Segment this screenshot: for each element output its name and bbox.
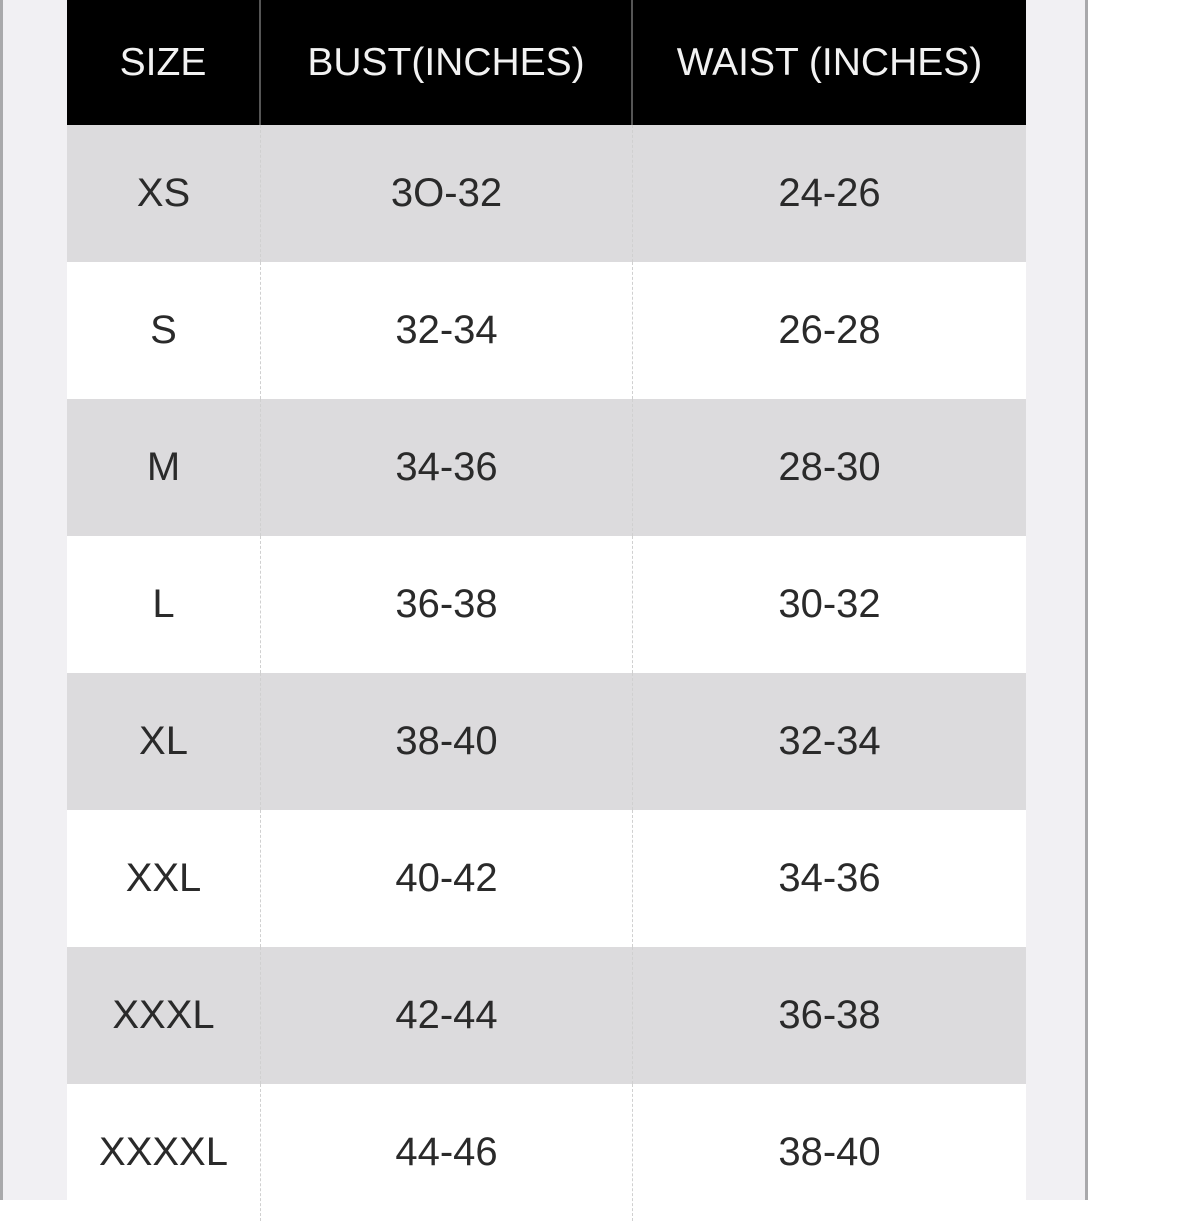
size-chart-table: SIZE BUST(INCHES) WAIST (INCHES) XS 3O-32… <box>67 0 1026 1221</box>
size-cell: M <box>67 399 261 536</box>
size-cell: XL <box>67 673 261 810</box>
table-row: XS 3O-32 24-26 <box>67 125 1026 262</box>
waist-cell: 28-30 <box>778 445 881 489</box>
bust-cell: 40-42 <box>261 810 633 947</box>
bust-cell: 38-40 <box>261 673 633 810</box>
waist-cell: 34-36 <box>778 856 881 900</box>
size-cell: XS <box>67 125 261 262</box>
waist-cell: 30-32 <box>778 582 881 626</box>
size-cell: XXL <box>67 810 261 947</box>
size-cell: L <box>67 536 261 673</box>
table-row: XXXL 42-44 36-38 <box>67 947 1026 1084</box>
header-waist: WAIST (INCHES) <box>676 40 983 84</box>
bust-cell: 34-36 <box>261 399 633 536</box>
table-row: L 36-38 30-32 <box>67 536 1026 673</box>
waist-cell: 26-28 <box>778 308 881 352</box>
table-row: S 32-34 26-28 <box>67 262 1026 399</box>
size-cell: S <box>67 262 261 399</box>
table-header: SIZE BUST(INCHES) WAIST (INCHES) <box>67 0 1026 125</box>
table-row: XXL 40-42 34-36 <box>67 810 1026 947</box>
bust-cell: 42-44 <box>261 947 633 1084</box>
waist-cell: 32-34 <box>778 719 881 763</box>
table-row: XXXXL 44-46 38-40 <box>67 1084 1026 1221</box>
bust-cell: 3O-32 <box>261 125 633 262</box>
waist-cell: 36-38 <box>778 993 881 1037</box>
table-row: M 34-36 28-30 <box>67 399 1026 536</box>
waist-cell: 38-40 <box>778 1130 881 1174</box>
size-cell: XXXXL <box>67 1084 261 1221</box>
table-row: XL 38-40 32-34 <box>67 673 1026 810</box>
waist-cell: 24-26 <box>778 171 881 215</box>
header-size: SIZE <box>67 0 261 125</box>
bust-cell: 36-38 <box>261 536 633 673</box>
bust-cell: 32-34 <box>261 262 633 399</box>
header-bust: BUST(INCHES) <box>261 0 633 125</box>
bust-cell: 44-46 <box>261 1084 633 1221</box>
size-cell: XXXL <box>67 947 261 1084</box>
